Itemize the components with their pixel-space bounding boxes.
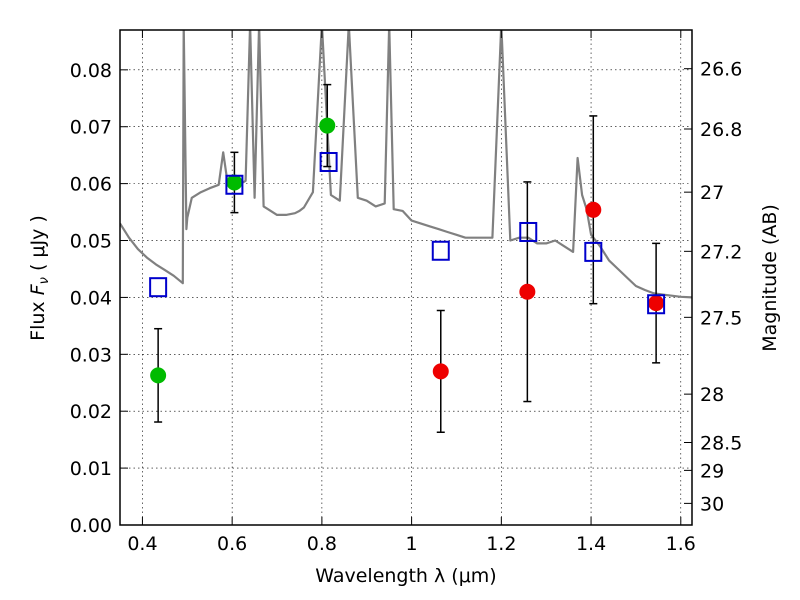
x-tick-label: 0.4 [127,533,157,555]
x-tick-label: 1 [406,533,418,555]
x-tick-label: 1.6 [666,533,696,555]
y-axis-label-pre: Flux [27,295,49,341]
y-tick-label: 0.03 [70,344,112,366]
y2-tick-label: 28 [700,384,724,406]
y-tick-label: 0.08 [70,60,112,82]
y2-tick-label: 28.5 [700,433,742,455]
y-tick-label: 0.01 [70,458,112,480]
y2-tick-label: 30 [700,493,724,515]
y-tick-label: 0.06 [70,174,112,196]
data-point [519,283,536,300]
y2-tick-label: 26.8 [700,119,742,141]
y-axis-label-unit: ( μJy ) [27,215,49,277]
model-photometry-square [584,241,603,262]
model-photometry-square [319,152,338,172]
x-tick-label: 0.6 [217,533,247,555]
model-photometry-square [647,294,666,315]
plot-frame [119,29,693,526]
model-photometry-square [149,277,168,298]
y-axis-label: Flux Fν ( μJy ) [27,215,52,341]
y-axis-label-symbol: F [27,283,49,295]
y-tick-label: 0.00 [70,515,112,537]
y2-tick-label: 27.5 [700,307,742,329]
model-spectrum-line [120,30,692,299]
data-point [432,363,449,380]
y-tick-label: 0.04 [70,287,112,309]
y-tick-label: 0.02 [70,401,112,423]
x-tick-label: 1.4 [576,533,606,555]
data-point [648,295,665,312]
model-photometry-square [519,221,538,242]
y-axis-label-subscript: ν [37,277,52,284]
y-tick-label: 0.05 [70,231,112,253]
y2-tick-label: 27 [700,182,724,204]
plot-area [120,30,692,434]
grid-lines [120,30,692,526]
data-point [585,201,602,218]
axis-ticks: 0.4 0.6 0.8 1 1.2 1.4 1.6 0.00 0.01 0.02 0.03 0.04 0… [70,30,742,555]
y2-axis-label: Magnitude (AB) [759,204,781,352]
y-tick-label: 0.07 [70,117,112,139]
model-photometry-square [431,240,450,261]
data-point [319,117,336,134]
data-point [150,367,167,384]
data-point [226,174,243,191]
y2-tick-label: 26.6 [700,59,742,81]
x-tick-label: 1.2 [486,533,516,555]
y2-tick-label: 29 [700,460,724,482]
y2-tick-label: 27.2 [700,241,742,263]
x-tick-label: 0.8 [307,533,337,555]
model-photometry-square [225,174,244,195]
x-axis-label: Wavelength λ (μm) [315,565,496,587]
